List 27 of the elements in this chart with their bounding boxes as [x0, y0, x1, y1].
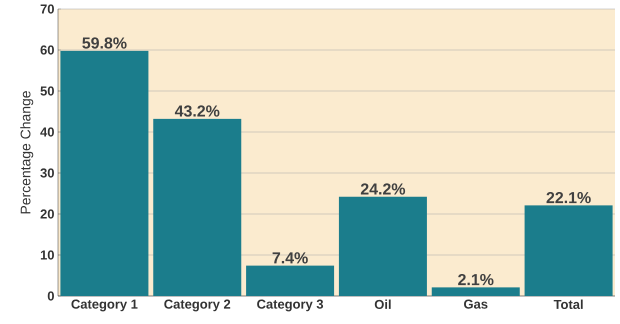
x-tick-label: Category 1 [71, 300, 138, 312]
data-label: 22.1% [546, 192, 591, 204]
bar [246, 266, 334, 296]
y-axis-title: Percentage Change [20, 91, 34, 214]
y-tick-label: 60 [40, 45, 54, 55]
y-tick-label: 40 [40, 127, 54, 137]
data-label: 24.2% [360, 183, 406, 195]
x-tick-label: Category 3 [257, 300, 324, 312]
y-tick-label: 0 [48, 291, 54, 301]
x-tick-label: Oil [374, 300, 391, 310]
data-label: 43.2% [174, 105, 220, 117]
y-tick-label: 30 [40, 168, 54, 178]
y-tick-label: 20 [40, 209, 54, 219]
bar [524, 205, 613, 296]
x-tick-label: Category 2 [164, 300, 230, 312]
data-label: 7.4% [272, 252, 308, 264]
data-label: 59.8% [82, 37, 127, 49]
bar [60, 50, 148, 296]
y-tick-label: 50 [40, 86, 54, 96]
y-tick-label: 70 [40, 4, 54, 14]
bar [338, 196, 427, 296]
bar [432, 287, 520, 296]
x-tick-label: Total [554, 300, 583, 310]
data-label: 2.1% [458, 274, 494, 286]
bar [153, 118, 242, 296]
x-tick-label: Gas [464, 300, 488, 309]
y-tick-label: 10 [40, 250, 54, 260]
